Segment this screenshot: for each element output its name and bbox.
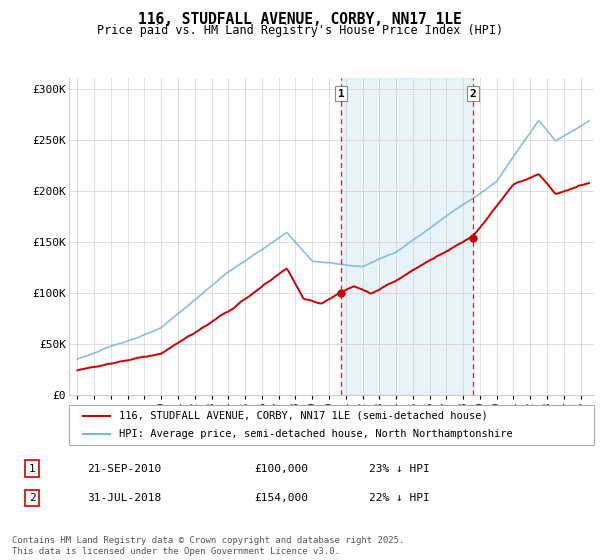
Text: 2: 2 [470,88,476,99]
Text: 116, STUDFALL AVENUE, CORBY, NN17 1LE (semi-detached house): 116, STUDFALL AVENUE, CORBY, NN17 1LE (s… [119,411,488,421]
Text: 22% ↓ HPI: 22% ↓ HPI [369,493,430,503]
Text: £100,000: £100,000 [254,464,308,474]
FancyBboxPatch shape [69,405,594,445]
Text: 21-SEP-2010: 21-SEP-2010 [87,464,161,474]
Text: 1: 1 [29,464,35,474]
Text: 2: 2 [29,493,35,503]
Text: 31-JUL-2018: 31-JUL-2018 [87,493,161,503]
Text: 1: 1 [338,88,344,99]
Text: 23% ↓ HPI: 23% ↓ HPI [369,464,430,474]
Text: £154,000: £154,000 [254,493,308,503]
Text: HPI: Average price, semi-detached house, North Northamptonshire: HPI: Average price, semi-detached house,… [119,430,512,439]
Text: Price paid vs. HM Land Registry's House Price Index (HPI): Price paid vs. HM Land Registry's House … [97,24,503,36]
Text: 116, STUDFALL AVENUE, CORBY, NN17 1LE: 116, STUDFALL AVENUE, CORBY, NN17 1LE [138,12,462,27]
Bar [341,78,473,395]
Text: Contains HM Land Registry data © Crown copyright and database right 2025.
This d: Contains HM Land Registry data © Crown c… [12,536,404,556]
